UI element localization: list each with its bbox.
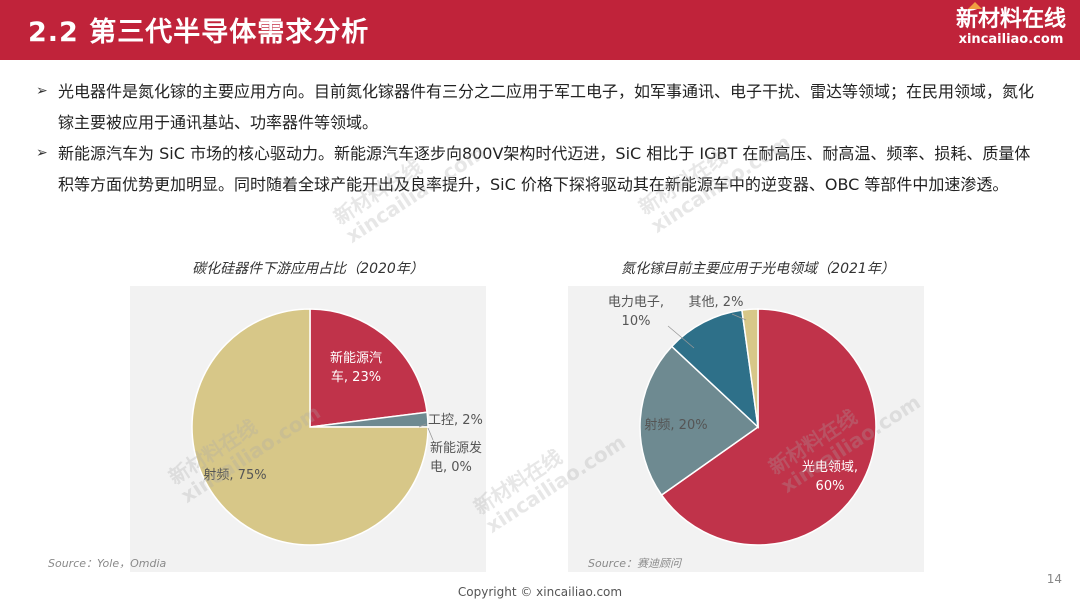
page-title: 2.2 第三代半导体需求分析 <box>28 17 370 48</box>
chart-title: 氮化镓目前主要应用于光电领域（2021年） <box>621 261 895 277</box>
title-bar: 2.2 第三代半导体需求分析 新材料在线 xincailiao.com <box>0 0 1080 60</box>
slice-data-label: 电力电子, 10% <box>608 295 664 329</box>
copyright-footer: Copyright © xincailiao.com <box>457 585 623 599</box>
bullet-item: ➢ 新能源汽车为 SiC 市场的核心驱动力。新能源汽车逐步向800V架构时代迈进… <box>36 138 1046 200</box>
bullet-list: ➢ 光电器件是氮化镓的主要应用方向。目前氮化镓器件有三分之二应用于军工电子，如军… <box>36 76 1046 200</box>
bullet-item: ➢ 光电器件是氮化镓的主要应用方向。目前氮化镓器件有三分之二应用于军工电子，如军… <box>36 76 1046 138</box>
logo-domain: xincailiao.com <box>958 32 1064 47</box>
leader-line <box>731 313 747 321</box>
pie-slice <box>191 308 429 546</box>
slice-data-label: 新能源发电, 0% <box>430 440 482 475</box>
logo-roof-icon <box>967 2 982 9</box>
pie-slice <box>741 308 759 428</box>
pie-slice <box>309 308 428 428</box>
bullet-text: 新能源汽车为 SiC 市场的核心驱动力。新能源汽车逐步向800V架构时代迈进，S… <box>58 144 1031 194</box>
bullet-text: 光电器件是氮化镓的主要应用方向。目前氮化镓器件有三分之二应用于军工电子，如军事通… <box>58 82 1035 132</box>
slice-data-label: 其他, 2% <box>689 295 744 310</box>
chart-source: Source：Yole，Omdia <box>48 557 167 570</box>
pie-chart-canvas: 新能源汽车, 23% 工控, 2% 新能源发电, 0% 射频, 75% <box>191 308 483 546</box>
slice-data-label: 新能源汽车, 23% <box>330 350 382 385</box>
pie-chart-canvas: 光电领域, 60% 射频, 20% 电力电子, 10% 其他, 2% <box>608 295 877 546</box>
arrow-bullet-icon: ➢ <box>36 145 48 161</box>
pie-chart-sic: 新能源汽车, 23% 工控, 2% 新能源发电, 0% 射频, 75% <box>130 286 486 572</box>
pie-chart-gan: 光电领域, 60% 射频, 20% 电力电子, 10% 其他, 2% <box>568 286 924 572</box>
chart-source: Source：赛迪顾问 <box>588 557 682 570</box>
leader-line <box>427 427 434 441</box>
brand-logo: 新材料在线 xincailiao.com <box>955 2 1066 48</box>
leader-line <box>667 325 695 349</box>
slice-data-label: 射频, 20% <box>644 417 707 433</box>
page-number: 14 <box>1046 572 1062 586</box>
pie-slice <box>660 308 877 546</box>
slice-data-label: 光电领域, 60% <box>802 460 858 494</box>
slice-data-label: 工控, 2% <box>428 413 483 428</box>
leader-line <box>418 423 427 428</box>
arrow-bullet-icon: ➢ <box>36 83 48 99</box>
pie-slice <box>639 345 760 497</box>
pie-slice <box>670 309 760 429</box>
slice-data-label: 射频, 75% <box>203 467 266 483</box>
logo-name: 新材料在线 <box>955 7 1066 32</box>
chart-title: 碳化硅器件下游应用占比（2020年） <box>192 261 424 277</box>
